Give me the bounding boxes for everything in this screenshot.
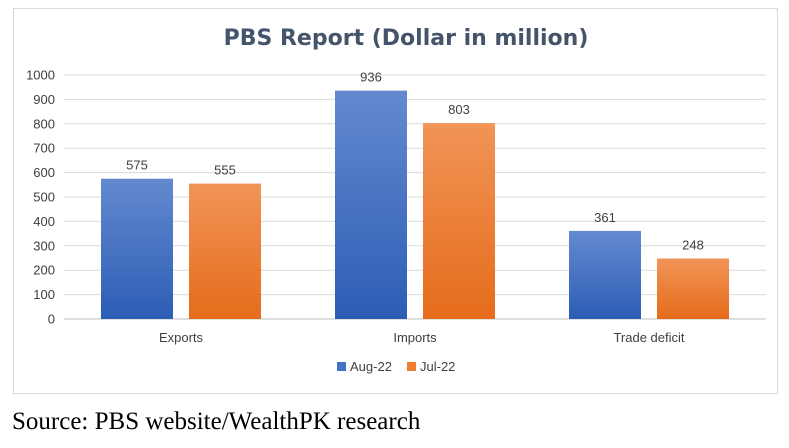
bar-jul-22 <box>657 258 729 319</box>
data-label: 575 <box>126 158 148 173</box>
y-tick-label: 1000 <box>26 68 55 83</box>
y-tick-label: 500 <box>33 190 55 205</box>
source-note: Source: PBS website/WealthPK research <box>12 408 421 435</box>
data-label: 248 <box>682 237 704 252</box>
legend-label: Aug-22 <box>350 359 392 374</box>
y-tick-label: 300 <box>33 238 55 253</box>
y-tick-label: 200 <box>33 263 55 278</box>
legend-swatch <box>337 362 346 371</box>
x-category-label: Exports <box>159 330 204 345</box>
y-tick-label: 0 <box>48 312 55 327</box>
data-label: 361 <box>594 210 616 225</box>
bar-aug-22 <box>335 90 407 319</box>
chart-title: PBS Report (Dollar in million) <box>224 26 589 51</box>
legend: Aug-22 Jul-22 <box>337 359 455 374</box>
x-axis-categories: Exports Imports Trade deficit <box>159 330 685 345</box>
y-tick-label: 100 <box>33 287 55 302</box>
data-label: 803 <box>448 102 470 117</box>
bar-chart: PBS Report (Dollar in million) 0 100 200 30… <box>26 26 766 374</box>
bar-jul-22 <box>189 183 261 319</box>
bars <box>101 90 729 320</box>
legend-label: Jul-22 <box>420 359 455 374</box>
x-category-label: Trade deficit <box>613 330 684 345</box>
y-tick-label: 400 <box>33 214 55 229</box>
gridlines <box>64 74 766 320</box>
y-tick-label: 600 <box>33 165 55 180</box>
data-label: 936 <box>360 70 382 85</box>
y-tick-label: 800 <box>33 116 55 131</box>
bar-aug-22 <box>101 178 173 319</box>
y-tick-label: 700 <box>33 141 55 156</box>
data-label: 555 <box>214 163 236 178</box>
bar-jul-22 <box>423 123 495 320</box>
y-tick-label: 900 <box>33 92 55 107</box>
chart-container: PBS Report (Dollar in million) 0 100 200 30… <box>13 8 778 394</box>
x-category-label: Imports <box>393 330 437 345</box>
data-labels: 575 555 936 803 361 248 <box>126 70 704 253</box>
y-axis-ticks: 0 100 200 300 400 500 600 700 800 900 1000 <box>26 68 55 327</box>
legend-swatch <box>407 362 416 371</box>
bar-aug-22 <box>569 230 641 319</box>
